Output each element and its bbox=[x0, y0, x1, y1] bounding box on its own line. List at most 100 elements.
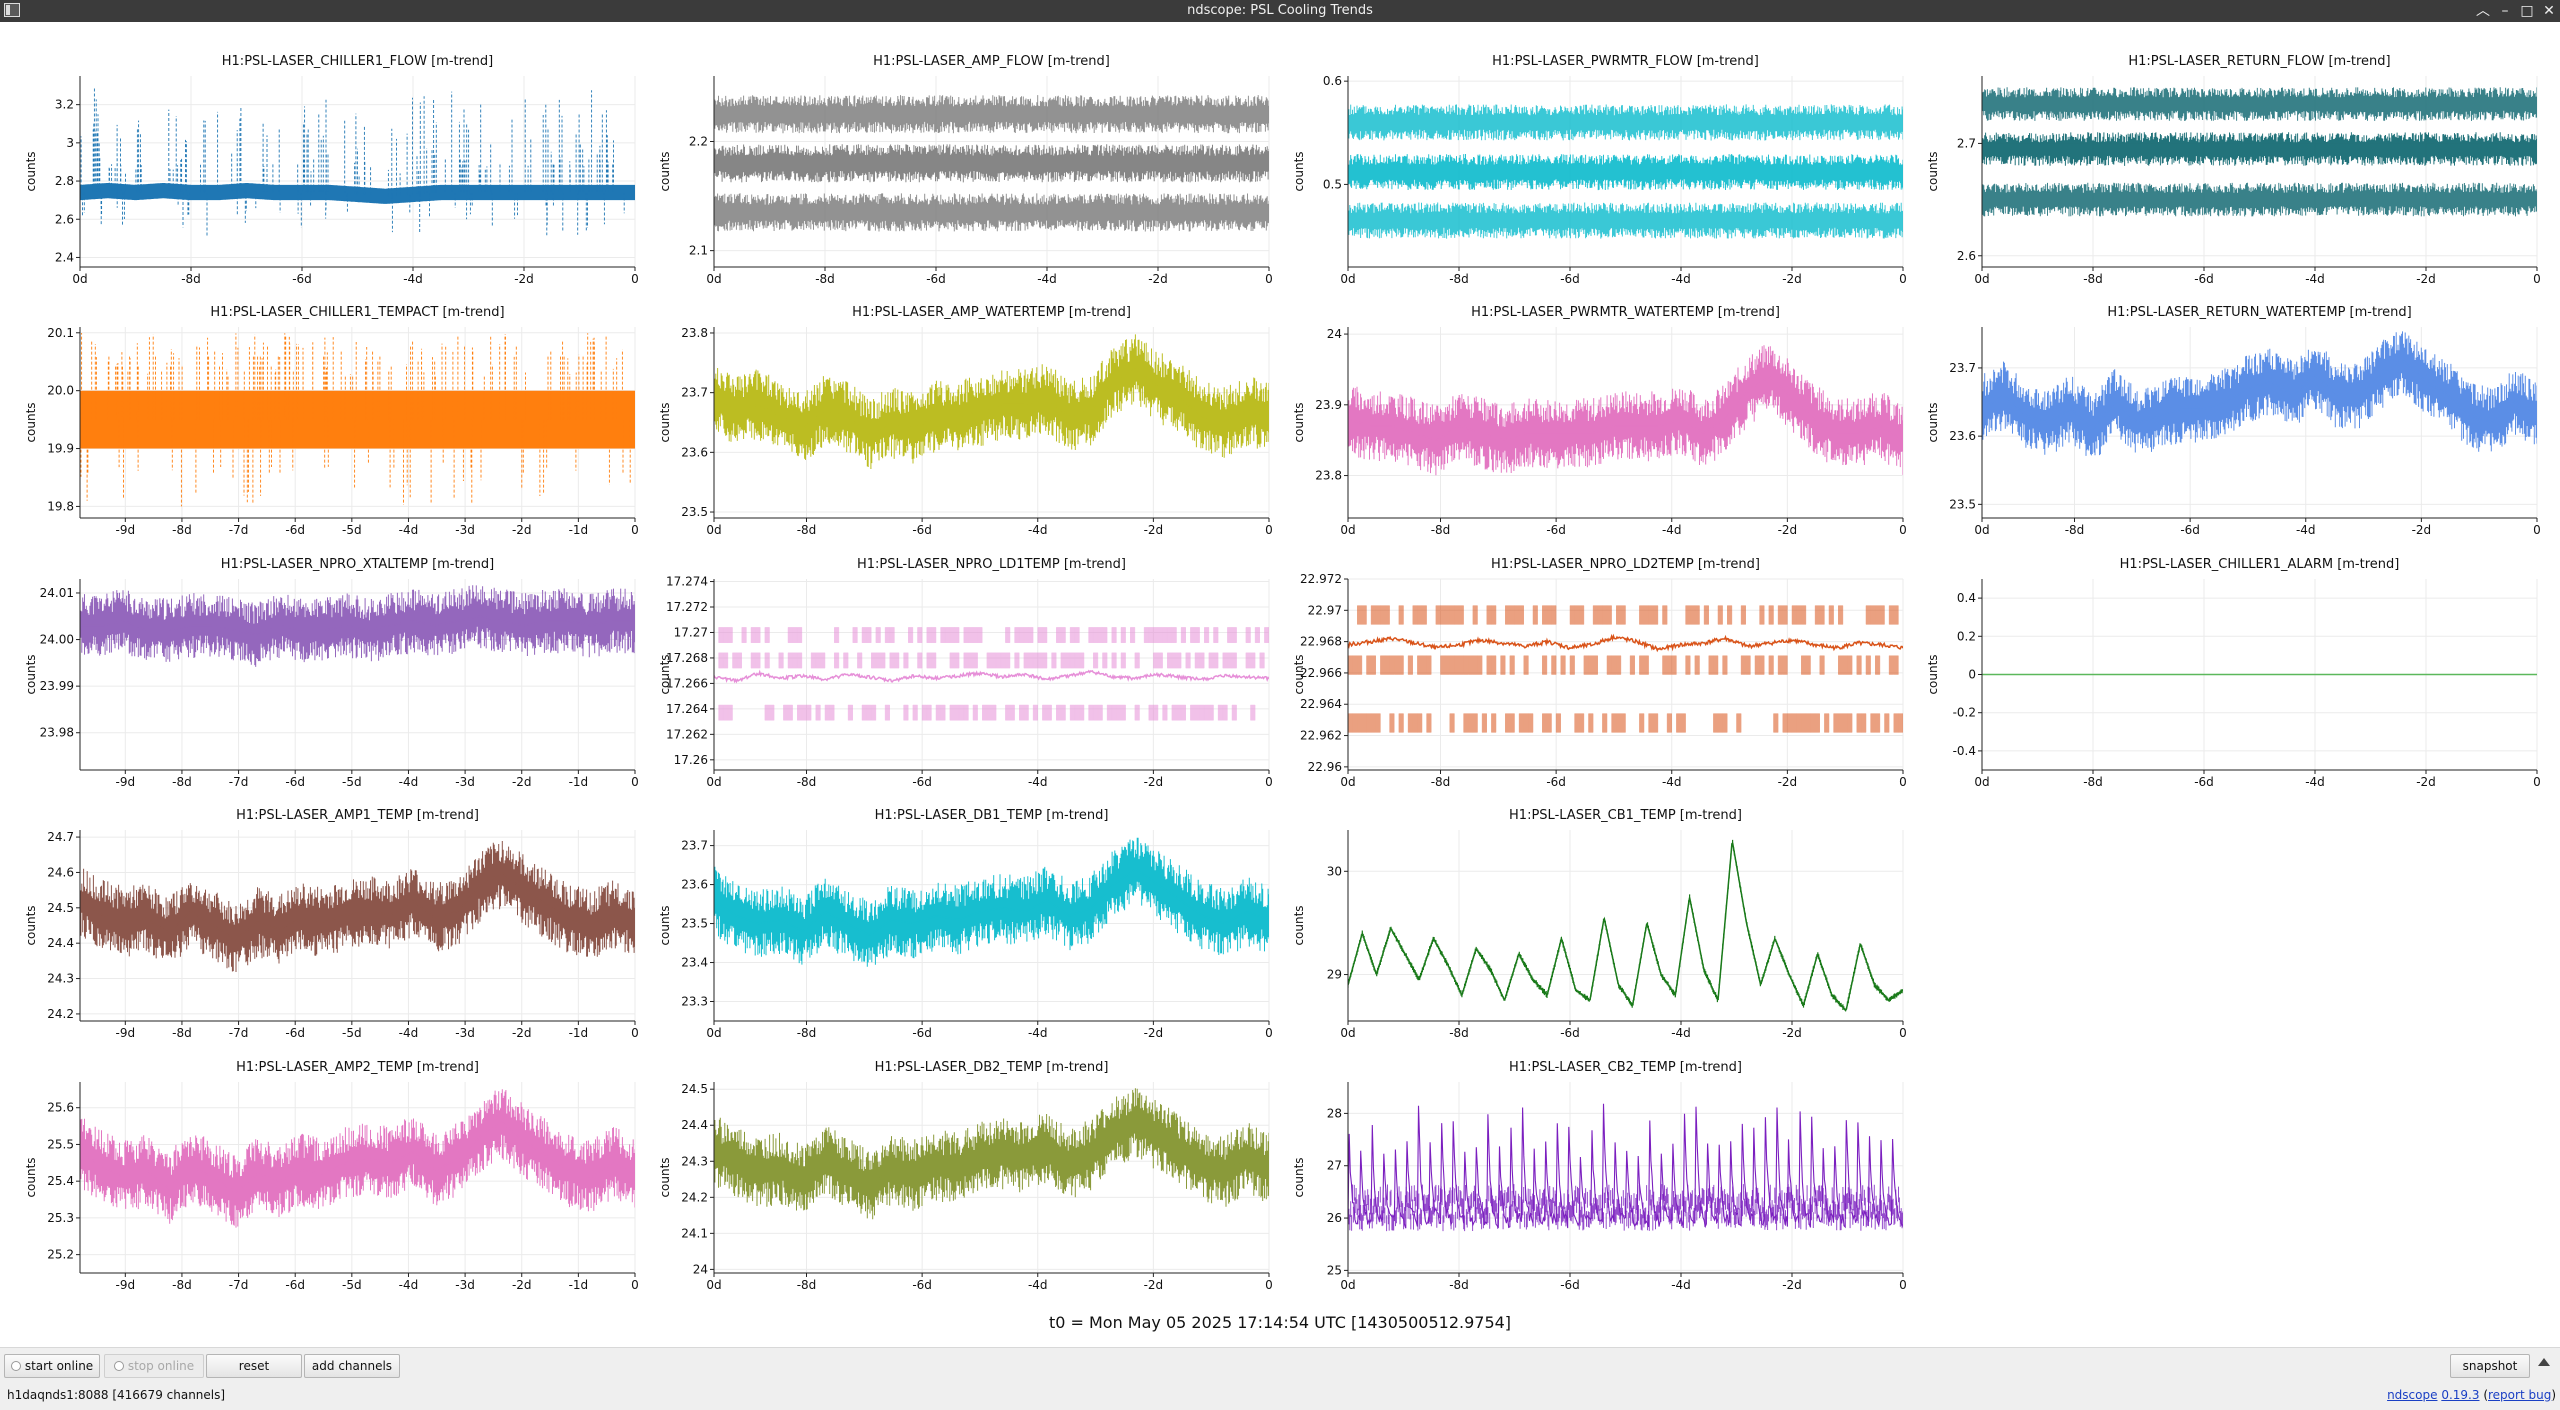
series-trace bbox=[1982, 331, 2537, 456]
x-tick-label: -2d bbox=[1144, 1278, 1164, 1292]
x-tick-label: -2d bbox=[2416, 775, 2436, 789]
x-tick-label: -3d bbox=[455, 523, 475, 537]
y-tick-label: 24.6 bbox=[47, 865, 74, 879]
x-tick-label: -8d bbox=[181, 272, 201, 286]
x-tick-label: -4d bbox=[399, 1278, 419, 1292]
stop-online-button[interactable]: stop online bbox=[104, 1354, 204, 1378]
plot-panel[interactable]: H1:PSL-LASER_CB2_TEMP [m-trend] counts 25 2… bbox=[1288, 1052, 1908, 1297]
app-icon bbox=[4, 3, 20, 17]
series-line bbox=[1348, 376, 1903, 442]
start-online-button[interactable]: start online bbox=[4, 1354, 100, 1378]
y-tick-label: 24.7 bbox=[47, 830, 74, 844]
y-axis-label: counts bbox=[1292, 905, 1306, 945]
x-tick-label: -4d bbox=[1671, 1026, 1691, 1040]
add-channels-button[interactable]: add channels bbox=[304, 1354, 400, 1378]
x-tick-label: -2d bbox=[1778, 523, 1798, 537]
series-band bbox=[1982, 87, 2537, 121]
x-tick-label: -8d bbox=[2083, 272, 2103, 286]
y-tick-label: 24.01 bbox=[40, 586, 74, 600]
y-axis-label: counts bbox=[24, 905, 38, 945]
version-link[interactable]: 0.19.3 bbox=[2441, 1388, 2480, 1402]
plot-panel[interactable]: H1:PSL-LASER_AMP2_TEMP [m-trend] counts 25… bbox=[20, 1052, 640, 1297]
x-tick-label: 0d bbox=[1974, 272, 1989, 286]
close-icon[interactable]: ✕ bbox=[2543, 3, 2555, 19]
plot-panel[interactable]: H1:PSL-LASER_AMP_FLOW [m-trend] counts 2.1… bbox=[654, 46, 1274, 291]
plot-panel[interactable]: H1:PSL-LASER_CB1_TEMP [m-trend] counts 29 3… bbox=[1288, 800, 1908, 1045]
plot-title: H1:PSL-LASER_CB1_TEMP [m-trend] bbox=[1509, 808, 1742, 823]
x-tick-label: -6d bbox=[912, 1278, 932, 1292]
x-tick-label: 0 bbox=[631, 1278, 639, 1292]
plot-panel[interactable]: H1:PSL-LASER_NPRO_XTALTEMP [m-trend] coun… bbox=[20, 549, 640, 794]
reset-button[interactable]: reset bbox=[206, 1354, 302, 1378]
y-tick-label: 23.6 bbox=[681, 878, 708, 892]
plot-panel[interactable]: H1:PSL-LASER_PWRMTR_WATERTEMP [m-trend] c… bbox=[1288, 297, 1908, 542]
plot-title: H1:PSL-LASER_AMP_WATERTEMP [m-trend] bbox=[852, 305, 1131, 320]
x-tick-label: 0 bbox=[1265, 1026, 1273, 1040]
plot-panel[interactable]: H1:PSL-LASER_PWRMTR_FLOW [m-trend] counts… bbox=[1288, 46, 1908, 291]
plot-svg: H1:PSL-LASER_NPRO_XTALTEMP [m-trend] coun… bbox=[24, 557, 639, 789]
plot-title: H1:PSL-LASER_PWRMTR_WATERTEMP [m-trend] bbox=[1471, 305, 1780, 320]
y-tick-label: 17.26 bbox=[674, 753, 708, 767]
plot-panel[interactable]: H1:PSL-LASER_CHILLER1_TEMPACT [m-trend] c… bbox=[20, 297, 640, 542]
y-tick-label: 23.7 bbox=[681, 386, 708, 400]
x-tick-label: 0 bbox=[1899, 1278, 1907, 1292]
x-tick-label: 0 bbox=[1899, 523, 1907, 537]
y-axis-label: counts bbox=[1292, 1157, 1306, 1197]
report-bug-link[interactable]: report bug bbox=[2488, 1388, 2552, 1402]
series-band bbox=[714, 837, 1269, 967]
plot-panel[interactable]: H1:PSL-LASER_DB2_TEMP [m-trend] counts 24 2… bbox=[654, 1052, 1274, 1297]
plot-panel[interactable]: H1:PSL-LASER_CHILLER1_ALARM [m-trend] cou… bbox=[1922, 549, 2542, 794]
y-tick-label: 23.5 bbox=[1949, 497, 1976, 511]
maximize-icon[interactable]: □ bbox=[2520, 3, 2534, 19]
plot-panel[interactable]: H1:PSL-LASER_CHILLER1_FLOW [m-trend] coun… bbox=[20, 46, 640, 291]
series-trace bbox=[1348, 605, 1903, 733]
collapse-arrow-icon[interactable] bbox=[2538, 1358, 2550, 1366]
plot-panel[interactable]: H1:PSL-LASER_NPRO_LD2TEMP [m-trend] count… bbox=[1288, 549, 1908, 794]
x-tick-label: -8d bbox=[815, 272, 835, 286]
minimize-icon[interactable]: – bbox=[2501, 3, 2509, 19]
x-tick-label: -2d bbox=[1782, 272, 1802, 286]
plot-panel[interactable]: H1:PSL-LASER_NPRO_LD1TEMP [m-trend] count… bbox=[654, 549, 1274, 794]
x-tick-label: 0d bbox=[1340, 272, 1355, 286]
x-tick-label: -8d bbox=[2065, 523, 2085, 537]
snapshot-button[interactable]: snapshot bbox=[2450, 1354, 2530, 1378]
y-axis-label: counts bbox=[658, 905, 672, 945]
x-tick-label: -5d bbox=[342, 523, 362, 537]
plot-panel[interactable]: H1:PSL-LASER_RETURN_WATERTEMP [m-trend] c… bbox=[1922, 297, 2542, 542]
x-tick-label: 0 bbox=[1899, 272, 1907, 286]
series-trace bbox=[80, 87, 635, 237]
y-tick-label: 23.6 bbox=[1949, 429, 1976, 443]
y-tick-label: 17.272 bbox=[666, 600, 708, 614]
version-info: ndscope 0.19.3 (report bug) bbox=[2387, 1388, 2556, 1402]
series-spikes bbox=[80, 333, 631, 507]
ndscope-link[interactable]: ndscope bbox=[2387, 1388, 2438, 1402]
x-tick-label: 0d bbox=[1974, 523, 1989, 537]
series-trace bbox=[714, 95, 1269, 232]
x-tick-label: -8d bbox=[1449, 1278, 1469, 1292]
y-tick-label: 17.266 bbox=[666, 676, 708, 690]
control-bar: start online stop online reset add chann… bbox=[0, 1347, 2560, 1410]
y-tick-label: 17.268 bbox=[666, 651, 708, 665]
plot-title: H1:PSL-LASER_AMP1_TEMP [m-trend] bbox=[236, 808, 479, 823]
y-axis-label: counts bbox=[24, 151, 38, 191]
x-tick-label: -2d bbox=[1148, 272, 1168, 286]
x-tick-label: -6d bbox=[1560, 272, 1580, 286]
series-band bbox=[1348, 154, 1903, 191]
plot-panel[interactable]: H1:PSL-LASER_AMP1_TEMP [m-trend] counts 24… bbox=[20, 800, 640, 1045]
plot-panel[interactable]: H1:PSL-LASER_AMP_WATERTEMP [m-trend] coun… bbox=[654, 297, 1274, 542]
x-tick-label: -9d bbox=[116, 523, 136, 537]
plot-title: H1:PSL-LASER_DB2_TEMP [m-trend] bbox=[875, 1060, 1109, 1075]
series-band bbox=[1348, 202, 1903, 239]
plot-title: H1:PSL-LASER_CHILLER1_FLOW [m-trend] bbox=[222, 54, 493, 69]
plot-panel[interactable]: H1:PSL-LASER_DB1_TEMP [m-trend] counts 23.… bbox=[654, 800, 1274, 1045]
x-tick-label: -4d bbox=[2305, 775, 2325, 789]
series-band bbox=[80, 585, 635, 667]
x-tick-label: -2d bbox=[1144, 775, 1164, 789]
series-band bbox=[80, 390, 635, 449]
y-tick-label: 22.972 bbox=[1300, 572, 1342, 586]
x-tick-label: -4d bbox=[399, 775, 419, 789]
plot-svg: H1:PSL-LASER_CHILLER1_TEMPACT [m-trend] c… bbox=[24, 305, 639, 537]
plot-panel[interactable]: H1:PSL-LASER_RETURN_FLOW [m-trend] counts… bbox=[1922, 46, 2542, 291]
chevron-up-icon[interactable]: ︿ bbox=[2476, 3, 2490, 19]
x-tick-label: -8d bbox=[1449, 1026, 1469, 1040]
